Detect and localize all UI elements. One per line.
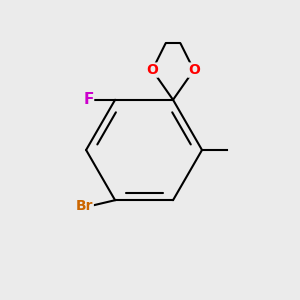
Text: O: O: [188, 63, 200, 77]
Text: F: F: [83, 92, 94, 107]
Text: Br: Br: [76, 199, 93, 213]
Text: O: O: [146, 63, 158, 77]
